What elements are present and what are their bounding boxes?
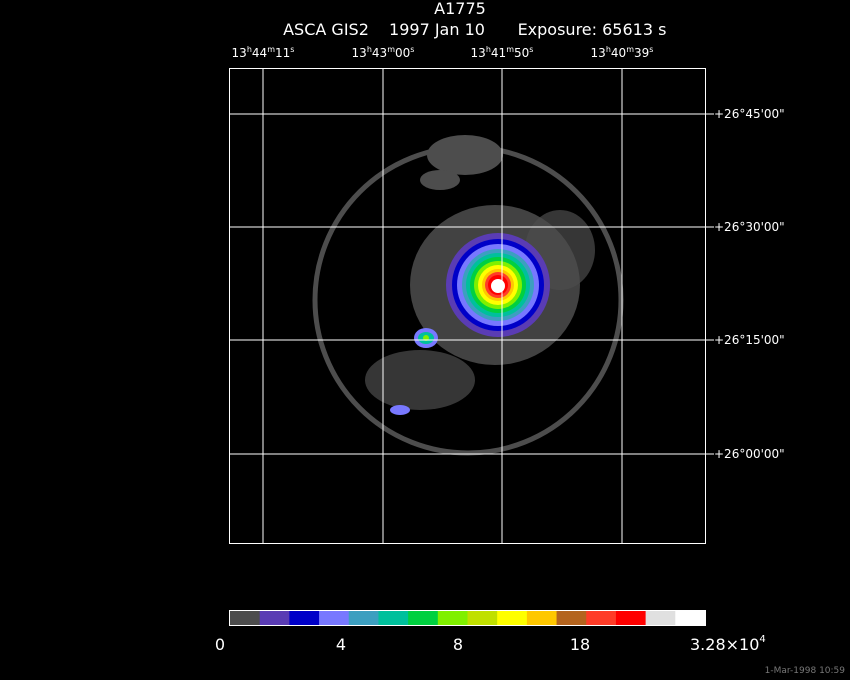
ra-label: 13h41m50s [471, 45, 534, 60]
colorbar-label: 4 [336, 635, 346, 654]
colorbar-swatch [526, 611, 558, 625]
ra-unit: h [606, 45, 611, 54]
colorbar-swatch [378, 611, 409, 625]
colorbar-swatch [289, 611, 320, 625]
colorbar-label: 0 [215, 635, 225, 654]
ra-unit: m [267, 45, 275, 54]
ra-unit: m [626, 45, 634, 54]
title: A1775 [434, 0, 486, 18]
ra-value: 11 [275, 46, 290, 60]
colorbar-swatch [408, 611, 439, 625]
ra-value: 39 [634, 46, 649, 60]
colorbar-label: 18 [570, 635, 590, 654]
colorbar-swatch [615, 611, 647, 625]
dec-label: +26°30'00" [714, 220, 785, 234]
ra-value: 13 [232, 46, 247, 60]
ra-unit: m [506, 45, 514, 54]
colorbar-swatch [556, 611, 587, 625]
colorbar-swatch [586, 611, 617, 625]
ra-value: 13 [591, 46, 606, 60]
ra-value: 40 [611, 46, 626, 60]
dec-label: +26°45'00" [714, 107, 785, 121]
ra-label: 13h44m11s [232, 45, 295, 60]
colorbar-swatch [259, 611, 290, 625]
ra-unit: h [367, 45, 372, 54]
ra-value: 41 [491, 46, 506, 60]
colorbar-swatch [230, 611, 261, 625]
colorbar-swatch [497, 611, 528, 625]
colorbar-max-exponent: 4 [759, 634, 765, 645]
ra-unit: h [247, 45, 252, 54]
ra-unit: s [649, 45, 653, 54]
colorbar-swatch [675, 611, 706, 625]
exposure: Exposure: 65613 s [518, 20, 667, 39]
timestamp: 1-Mar-1998 10:59 [765, 666, 846, 676]
ra-unit: s [410, 45, 414, 54]
ra-unit: s [529, 45, 533, 54]
xray-image [312, 135, 624, 456]
colorbar-swatch [437, 611, 468, 625]
ra-value: 50 [514, 46, 529, 60]
ra-value: 00 [395, 46, 410, 60]
colorbar-swatch [319, 611, 350, 625]
ra-label: 13h40m39s [591, 45, 654, 60]
dec-label: +26°15'00" [714, 333, 785, 347]
ra-value: 13 [471, 46, 486, 60]
ra-label: 13h43m00s [352, 45, 415, 60]
colorbar-swatch [645, 611, 676, 625]
dec-label: +26°00'00" [714, 447, 785, 461]
ra-value: 44 [252, 46, 267, 60]
colorbar-label: 8 [453, 635, 463, 654]
ra-unit: s [290, 45, 294, 54]
ra-value: 43 [372, 46, 387, 60]
grid [229, 68, 714, 543]
ra-unit: m [387, 45, 395, 54]
ra-value: 13 [352, 46, 367, 60]
date: 1997 Jan 10 [389, 20, 485, 39]
colorbar-max-mantissa: 3.28×10 [690, 635, 759, 654]
colorbar-swatch [467, 611, 498, 625]
colorbar-max-label: 3.28×104 [690, 634, 766, 654]
ra-unit: h [486, 45, 491, 54]
colorbar-swatch [348, 611, 379, 625]
instrument: ASCA GIS2 [283, 20, 369, 39]
